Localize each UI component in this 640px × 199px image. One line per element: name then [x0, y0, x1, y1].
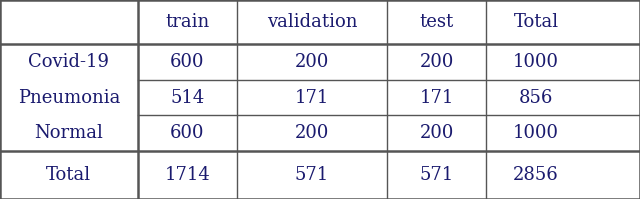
Text: test: test [420, 13, 454, 31]
Text: 600: 600 [170, 53, 204, 71]
Text: Total: Total [513, 13, 559, 31]
Text: Covid-19: Covid-19 [28, 53, 109, 71]
Text: 514: 514 [170, 89, 204, 106]
Text: 200: 200 [420, 53, 454, 71]
Text: 600: 600 [170, 124, 204, 142]
Text: Total: Total [46, 166, 92, 184]
Text: validation: validation [267, 13, 357, 31]
Text: 571: 571 [420, 166, 454, 184]
Text: 1000: 1000 [513, 53, 559, 71]
Text: 856: 856 [519, 89, 553, 106]
Text: 571: 571 [295, 166, 329, 184]
Text: 200: 200 [295, 53, 329, 71]
Text: Normal: Normal [35, 124, 103, 142]
Text: 171: 171 [420, 89, 454, 106]
Text: 2856: 2856 [513, 166, 559, 184]
Text: 171: 171 [295, 89, 329, 106]
Text: 200: 200 [295, 124, 329, 142]
Text: train: train [165, 13, 209, 31]
Text: Pneumonia: Pneumonia [18, 89, 120, 106]
Text: 1714: 1714 [164, 166, 210, 184]
Text: 200: 200 [420, 124, 454, 142]
Text: 1000: 1000 [513, 124, 559, 142]
